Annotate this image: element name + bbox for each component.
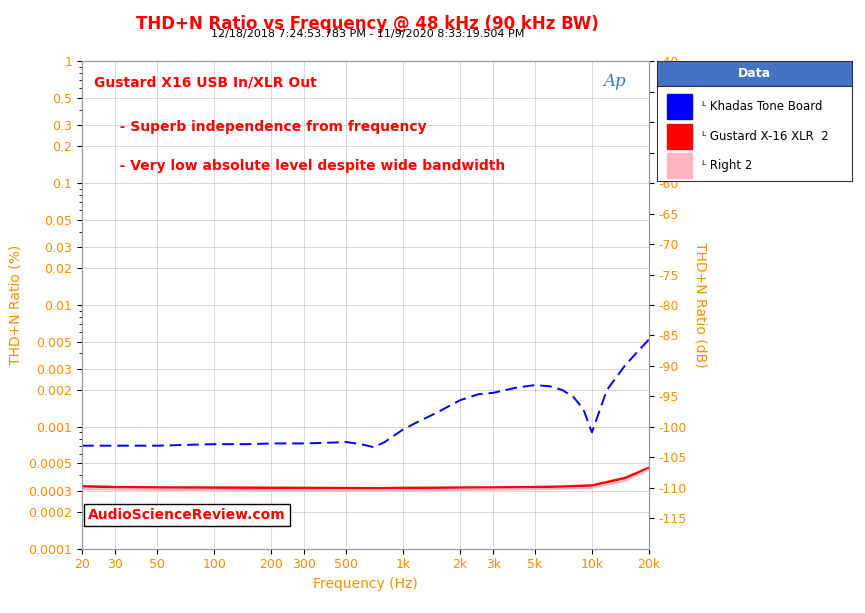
Text: ᴸ Right 2: ᴸ Right 2 (702, 159, 753, 172)
Text: THD+N Ratio vs Frequency @ 48 kHz (90 kHz BW): THD+N Ratio vs Frequency @ 48 kHz (90 kH… (137, 15, 599, 33)
FancyBboxPatch shape (667, 124, 693, 148)
FancyBboxPatch shape (667, 94, 693, 119)
X-axis label: Frequency (Hz): Frequency (Hz) (313, 577, 418, 591)
Text: Gustard X16 USB In/XLR Out: Gustard X16 USB In/XLR Out (93, 76, 317, 90)
Text: 12/18/2018 7:24:53.783 PM - 11/9/2020 8:33:19.504 PM: 12/18/2018 7:24:53.783 PM - 11/9/2020 8:… (211, 29, 524, 39)
Text: - Superb independence from frequency: - Superb independence from frequency (105, 120, 426, 134)
Text: ᴸ Gustard X-16 XLR  2: ᴸ Gustard X-16 XLR 2 (702, 130, 829, 143)
Text: AudioScienceReview.com: AudioScienceReview.com (88, 508, 285, 522)
Text: - Very low absolute level despite wide bandwidth: - Very low absolute level despite wide b… (105, 159, 505, 173)
Text: Data: Data (738, 67, 772, 80)
Y-axis label: THD+N Ratio (%): THD+N Ratio (%) (9, 245, 22, 365)
FancyBboxPatch shape (667, 153, 693, 178)
Text: ᴸ Khadas Tone Board: ᴸ Khadas Tone Board (702, 100, 823, 113)
Text: Ap: Ap (604, 74, 626, 91)
Y-axis label: THD+N Ratio (dB): THD+N Ratio (dB) (694, 242, 708, 368)
